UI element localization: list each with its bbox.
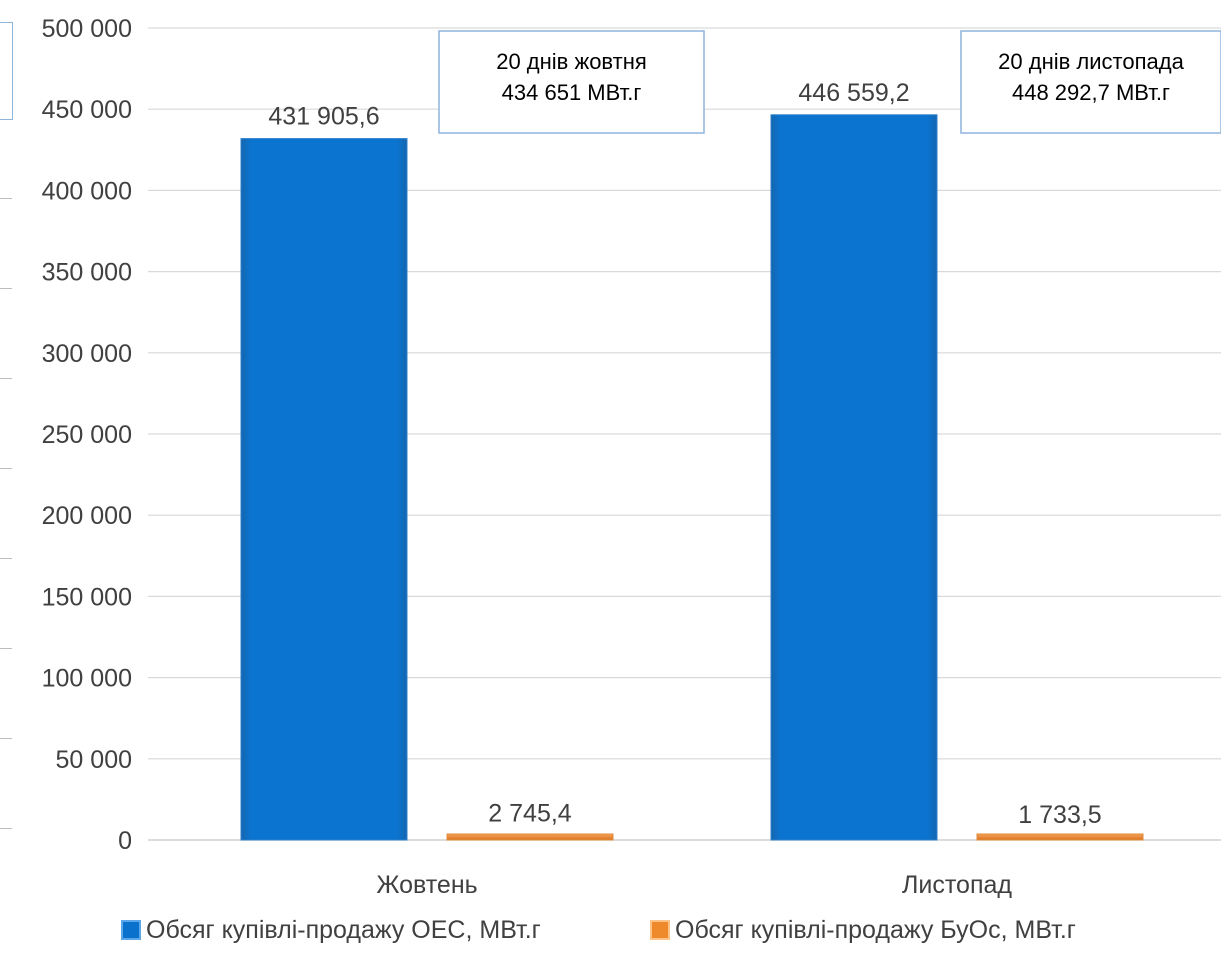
x-axis-tick-labels: Жовтень Листопад xyxy=(376,871,1012,899)
neighbor-gridline-stub xyxy=(0,378,12,379)
annotation-box xyxy=(960,30,1221,134)
data-label: 2 745,4 xyxy=(488,800,572,828)
x-tick-label: Листопад xyxy=(902,871,1012,899)
y-tick-label: 200 000 xyxy=(42,502,132,530)
annotation-text: 448 292,7 МВт.г xyxy=(1012,80,1170,105)
legend-label: Обсяг купівлі-продажу БуОс, МВт.г xyxy=(675,916,1076,944)
annotation-text: 20 днів жовтня xyxy=(496,49,647,74)
neighbor-panel-edge xyxy=(0,22,13,120)
y-tick-label: 500 000 xyxy=(42,15,132,43)
bars xyxy=(240,114,1144,841)
y-tick-label: 450 000 xyxy=(42,96,132,124)
neighbor-gridline-stub xyxy=(0,558,12,559)
neighbor-gridline-stub xyxy=(0,648,12,649)
legend-swatch xyxy=(121,920,141,940)
neighbor-gridline-stub xyxy=(0,828,12,829)
legend-label: Обсяг купівлі-продажу ОЕС, МВт.г xyxy=(146,916,541,944)
annotation-text: 434 651 МВт.г xyxy=(502,80,642,105)
neighbor-gridline-stub xyxy=(0,198,12,199)
annotation-text: 20 днів листопада xyxy=(998,49,1184,74)
neighbor-gridline-stub xyxy=(0,468,12,469)
bar-buos xyxy=(976,833,1144,841)
x-tick-label: Жовтень xyxy=(376,871,477,899)
y-tick-label: 400 000 xyxy=(42,177,132,205)
y-tick-label: 300 000 xyxy=(42,340,132,368)
bar-buos xyxy=(446,833,614,841)
annotation-box xyxy=(438,30,705,134)
annotations: 20 днів жовтня 434 651 МВт.г 20 днів листо… xyxy=(438,30,1221,134)
legend: Обсяг купівлі-продажу ОЕС, МВт.г Обсяг ку… xyxy=(121,916,1076,944)
bar-oes xyxy=(770,114,938,841)
data-label: 431 905,6 xyxy=(268,103,379,131)
bar-oes xyxy=(240,138,408,841)
neighbor-gridline-stub xyxy=(0,738,12,739)
neighbor-gridline-stub xyxy=(0,288,12,289)
y-tick-label: 50 000 xyxy=(56,746,132,774)
y-tick-label: 250 000 xyxy=(42,421,132,449)
y-tick-label: 150 000 xyxy=(42,583,132,611)
data-labels: 431 905,6 446 559,2 2 745,4 1 733,5 xyxy=(268,79,1101,829)
y-tick-label: 350 000 xyxy=(42,259,132,287)
y-tick-label: 100 000 xyxy=(42,665,132,693)
legend-swatch xyxy=(650,920,670,940)
data-label: 446 559,2 xyxy=(798,79,909,107)
y-axis-tick-labels: 0 50 000 100 000 150 000 200 000 250 000 300 0… xyxy=(42,15,132,855)
y-tick-label: 0 xyxy=(118,827,132,855)
data-label: 1 733,5 xyxy=(1018,801,1101,829)
